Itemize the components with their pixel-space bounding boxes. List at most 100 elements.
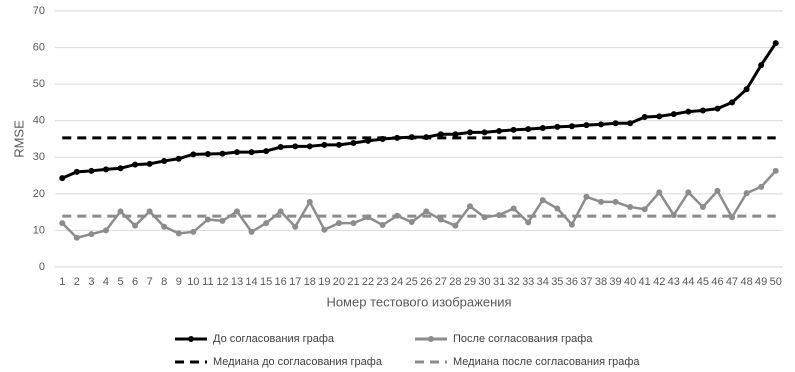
x-tick-label: 7 [147, 276, 153, 288]
point [743, 190, 750, 197]
point [219, 150, 226, 157]
y-tick-label: 10 [33, 224, 45, 236]
point [132, 222, 139, 229]
x-tick-label: 16 [275, 276, 287, 288]
point [117, 208, 124, 215]
x-tick-label: 31 [493, 276, 505, 288]
point [670, 111, 677, 118]
point [598, 121, 604, 128]
point [175, 155, 182, 162]
point [496, 127, 503, 134]
x-tick-label: 10 [187, 276, 199, 288]
x-tick-label: 39 [609, 276, 621, 288]
point [263, 148, 270, 155]
point [190, 228, 197, 235]
x-tick-label: 46 [711, 276, 723, 288]
point [146, 208, 153, 215]
x-tick-label: 1 [59, 276, 65, 288]
y-tick-label: 40 [33, 115, 45, 127]
point [437, 216, 444, 223]
point [525, 126, 532, 133]
point [699, 107, 706, 114]
x-tick-label: 14 [245, 276, 257, 288]
point [117, 165, 124, 172]
x-tick-label: 48 [740, 276, 752, 288]
x-tick-label: 12 [216, 276, 228, 288]
point [335, 141, 342, 148]
point [685, 189, 692, 196]
point [321, 226, 328, 233]
point [248, 149, 255, 156]
x-tick-label: 44 [682, 276, 694, 288]
point [132, 161, 139, 168]
point [161, 223, 168, 230]
point [102, 166, 109, 173]
x-tick-label: 18 [304, 276, 316, 288]
point [350, 220, 357, 227]
x-tick-label: 2 [74, 276, 80, 288]
x-tick-label: 3 [88, 276, 94, 288]
x-tick-label: 43 [668, 276, 680, 288]
point [350, 140, 357, 147]
point [466, 129, 473, 136]
legend-label: Медиана до согласования графа [213, 356, 383, 368]
point [204, 150, 211, 157]
point [481, 129, 488, 136]
y-tick-label: 30 [33, 151, 45, 163]
point [408, 219, 415, 226]
point [175, 230, 182, 237]
point [758, 62, 765, 69]
point [583, 122, 590, 129]
x-tick-label: 22 [362, 276, 374, 288]
point [335, 220, 342, 227]
point [670, 212, 677, 219]
y-tick-label: 20 [33, 188, 45, 200]
point [73, 168, 80, 175]
point [554, 123, 561, 130]
y-tick-label: 70 [33, 5, 45, 17]
point [73, 234, 80, 241]
point [306, 143, 313, 150]
point [568, 123, 575, 130]
point [583, 193, 590, 200]
x-tick-label: 49 [755, 276, 767, 288]
legend-label: До согласования графа [213, 333, 335, 345]
point [510, 126, 517, 133]
x-tick-label: 11 [202, 276, 213, 288]
point [598, 198, 604, 205]
x-tick-label: 15 [260, 276, 272, 288]
point [88, 167, 95, 174]
point [292, 143, 299, 150]
y-tick-label: 0 [39, 261, 45, 273]
point [204, 216, 211, 223]
point [612, 120, 619, 127]
point [306, 198, 313, 205]
point [641, 206, 648, 213]
point [234, 208, 240, 215]
point [539, 197, 546, 204]
x-tick-label: 28 [449, 276, 461, 288]
point [729, 99, 736, 106]
point [452, 131, 459, 138]
x-tick-label: 35 [551, 276, 563, 288]
point [641, 114, 648, 121]
point [234, 149, 240, 156]
x-tick-label: 38 [595, 276, 607, 288]
point [59, 220, 66, 227]
point [146, 160, 153, 167]
x-tick-label: 6 [132, 276, 138, 288]
point [277, 144, 284, 151]
x-tick-label: 37 [580, 276, 592, 288]
point [714, 105, 721, 112]
x-tick-label: 32 [508, 276, 520, 288]
x-tick-label: 34 [537, 276, 549, 288]
x-tick-label: 20 [333, 276, 345, 288]
point [510, 205, 517, 212]
point [102, 227, 109, 234]
point [277, 208, 284, 215]
point [627, 204, 634, 211]
x-tick-label: 30 [478, 276, 490, 288]
x-tick-label: 42 [653, 276, 665, 288]
